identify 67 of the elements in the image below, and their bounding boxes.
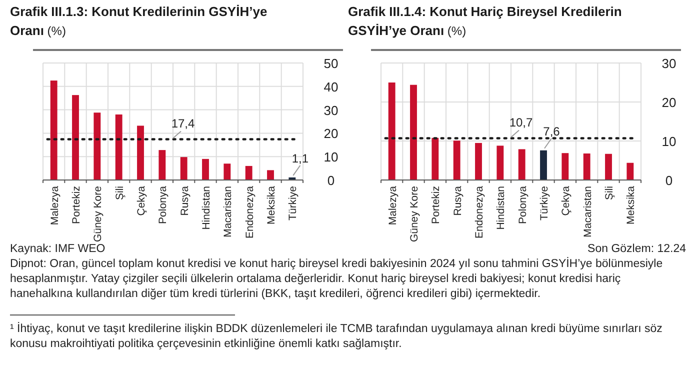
- y-tick-label: 20: [324, 126, 338, 142]
- bar: [410, 84, 417, 180]
- bar: [388, 82, 396, 180]
- y-tick-label: 50: [324, 56, 338, 71]
- x-tick-label: Güney Kore: [408, 186, 420, 242]
- bar: [267, 170, 274, 180]
- x-tick-label: Endonezya: [474, 186, 486, 239]
- x-tick-label: Meksika: [266, 186, 278, 225]
- text: Kaynak: IMF WEO: [10, 243, 106, 255]
- bar: [562, 153, 569, 180]
- x-tick-label: Macaristan: [222, 186, 234, 238]
- bar: [626, 162, 634, 180]
- x-tick-label: Endonezya: [244, 186, 256, 239]
- bar: [137, 126, 144, 180]
- bar: [583, 153, 590, 180]
- y-tick-label: 0: [327, 173, 335, 188]
- bar: [475, 142, 482, 180]
- y-tick-label: 30: [324, 102, 338, 118]
- y-tick-label: 20: [662, 95, 676, 110]
- y-tick-label: 30: [662, 56, 676, 71]
- bar: [518, 149, 526, 180]
- y-tick-label: 0: [665, 173, 673, 188]
- chart-title: Grafik III.1.3: Konut Kredilerinin GSYİH’ye Oranı (%): [10, 4, 268, 38]
- x-tick-label: Meksika: [625, 186, 638, 225]
- x-tick-label: Rusya: [178, 186, 191, 216]
- x-tick-label: Macaristan: [582, 186, 594, 238]
- bar: [245, 166, 252, 180]
- bar: [432, 138, 439, 180]
- bar: [224, 164, 231, 180]
- chart-title: Grafik III.1.4: Konut Hariç Bireysel Kredilerin GSYİH’ye Oranı (%): [348, 4, 622, 38]
- text: Son Gözlem: 12.24: [588, 243, 687, 255]
- x-tick-label: Türkiye: [287, 186, 300, 220]
- bar: [94, 112, 101, 180]
- bar: [453, 140, 460, 180]
- bar: [115, 114, 122, 180]
- x-tick-label: Rusya: [452, 186, 464, 216]
- x-tick-label: Portekiz: [70, 186, 82, 224]
- x-tick-label: Malezya: [48, 186, 61, 226]
- x-tick-label: Hindistan: [495, 186, 508, 230]
- text: ¹ İhtiyaç, konut ve taşıt kredilerine ilişkin BDDK düzenlemeleri ile TCMB tarafından uygulamaya alınan kredi büyüme sınırları söz konusu makroihtiyati politika çerçevesinin etkinliğine önemli katkı sağlamıştır.: [10, 322, 663, 350]
- text: Dipnot: Oran, güncel toplam konut kredisi ve konut hariç bireysel kredi bakiyesinin 2024 yıl sonu tahmini GSYİH’ye bölünmesiyle hesaplanmıştır. Yatay çizgiler seçili ülkelerin ortalama değerleridir. Konut hariç bireysel kredi bakiyesi; konut kredisi hariç hanehalkına kullandırılan diğer tüm kredi türlerini (BKK, taşıt kredileri, öğrenci kredileri gibi) içermektedir.: [10, 257, 663, 300]
- annotation: 1,1: [292, 151, 309, 166]
- x-tick-label: Malezya: [386, 186, 399, 226]
- y-tick-label: 40: [324, 79, 338, 94]
- bar: [180, 157, 188, 180]
- y-tick-label: 10: [662, 134, 676, 149]
- x-tick-label: Çekya: [136, 186, 148, 216]
- bar: [202, 158, 209, 180]
- bar: [72, 95, 79, 180]
- bar: [50, 80, 58, 180]
- x-tick-label: Türkiye: [538, 186, 550, 220]
- ref-line-label: 10,7: [509, 115, 533, 130]
- x-tick-label: Portekiz: [430, 186, 442, 224]
- bar: [540, 150, 547, 180]
- bar: [496, 146, 504, 180]
- x-tick-label: Şili: [114, 186, 126, 200]
- x-tick-label: Çekya: [560, 186, 572, 216]
- x-tick-label: Hindistan: [200, 186, 212, 230]
- x-tick-label: Şili: [604, 186, 616, 200]
- bar: [605, 154, 612, 180]
- x-tick-label: Polonya: [157, 186, 170, 224]
- x-tick-label: Polonya: [516, 186, 529, 224]
- y-tick-label: 10: [324, 150, 338, 165]
- x-tick-label: Güney Kore: [92, 186, 104, 242]
- ref-line-label: 17,4: [171, 116, 195, 130]
- annotation: 7,6: [543, 124, 560, 138]
- bar: [158, 150, 166, 180]
